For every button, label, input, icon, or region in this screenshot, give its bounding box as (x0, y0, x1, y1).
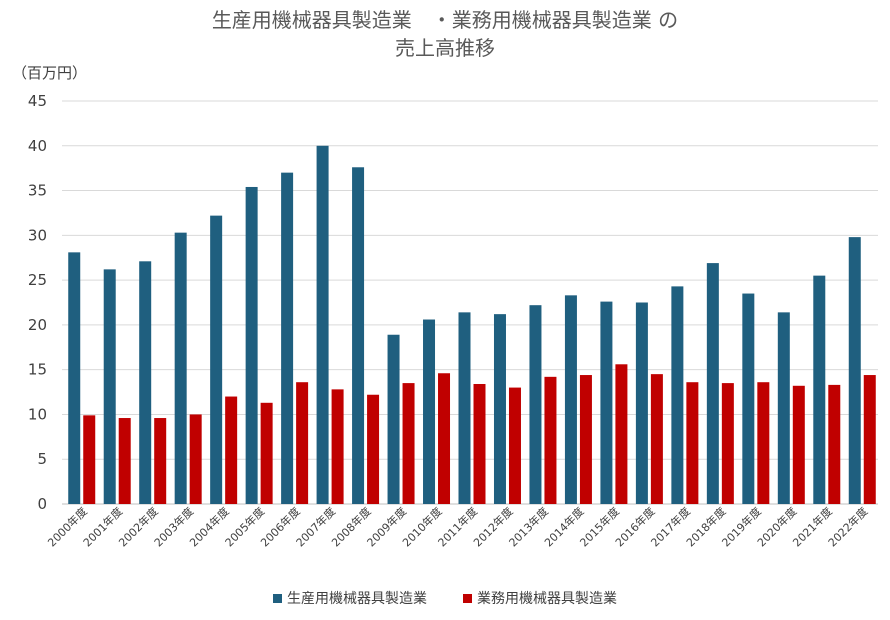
bar-series-1-2016年度 (635, 302, 648, 504)
bar-series-1-2022年度 (848, 237, 861, 504)
y-tick-label: 15 (28, 361, 47, 379)
bar-series-1-2015年度 (600, 301, 613, 504)
bar-series-2-2009年度 (402, 383, 415, 504)
bar-series-1-2004年度 (210, 215, 223, 504)
bar-series-2-2001年度 (118, 418, 131, 504)
chart-title-line2: 売上高推移 (395, 36, 495, 60)
bars (68, 145, 876, 504)
x-tick-label: 2022年度 (825, 504, 870, 549)
bar-series-2-2008年度 (367, 394, 380, 504)
bar-series-2-2006年度 (296, 382, 309, 504)
y-tick-label: 25 (28, 271, 47, 289)
bar-series-2-2003年度 (189, 414, 202, 504)
y-tick-label: 40 (28, 137, 47, 155)
legend-item-series-2: 業務用機械器具製造業 (463, 588, 617, 608)
bar-series-1-2000年度 (68, 252, 81, 504)
legend-swatch-series-2 (463, 593, 472, 603)
bar-series-2-2011年度 (473, 383, 486, 504)
bar-series-2-2013年度 (544, 376, 557, 504)
bar-series-1-2005年度 (245, 186, 258, 504)
bar-series-2-2022年度 (863, 375, 876, 504)
bar-series-1-2001年度 (103, 269, 116, 504)
bar-series-1-2002年度 (139, 261, 152, 504)
bar-series-2-2007年度 (331, 389, 344, 504)
bar-series-1-2020年度 (777, 312, 790, 504)
x-axis-ticks: 2000年度2001年度2002年度2003年度2004年度2005年度2006… (45, 504, 871, 549)
chart-title: 生産用機械器具製造業 ・業務用機械器具製造業 の 売上高推移 (0, 6, 890, 62)
bar-series-1-2019年度 (742, 293, 755, 504)
bar-series-1-2007年度 (316, 145, 329, 504)
legend-swatch-series-1 (273, 593, 282, 603)
bar-series-1-2014年度 (564, 295, 577, 504)
y-tick-label: 45 (28, 92, 47, 110)
bar-series-2-2018年度 (721, 383, 734, 504)
bar-series-2-2021年度 (828, 384, 841, 504)
bar-series-2-2004年度 (225, 396, 238, 504)
bar-series-2-2010年度 (438, 373, 451, 504)
bar-series-1-2006年度 (281, 172, 294, 504)
y-tick-label: 0 (37, 495, 47, 513)
bar-series-1-2011年度 (458, 312, 471, 504)
chart-title-line1: 生産用機械器具製造業 ・業務用機械器具製造業 の (211, 8, 679, 32)
y-tick-label: 10 (28, 405, 47, 423)
bar-series-2-2012年度 (508, 387, 521, 504)
legend-item-series-1: 生産用機械器具製造業 (273, 588, 427, 608)
bar-series-1-2012年度 (493, 314, 506, 504)
bar-series-2-2014年度 (579, 375, 592, 504)
bar-series-2-2019年度 (757, 382, 770, 504)
y-axis-ticks: 0 5 10 15 20 25 30 35 40 45 (28, 92, 47, 513)
bar-series-2-2016年度 (650, 374, 663, 504)
bar-series-1-2013年度 (529, 305, 542, 504)
bar-series-1-2003年度 (174, 232, 187, 504)
bar-series-2-2015年度 (615, 364, 628, 504)
bar-series-2-2017年度 (686, 382, 699, 504)
y-tick-label: 35 (28, 182, 47, 200)
legend-label-series-1: 生産用機械器具製造業 (287, 591, 427, 607)
bar-series-1-2008年度 (352, 167, 365, 504)
bar-series-2-2002年度 (154, 418, 167, 504)
bar-series-1-2010年度 (423, 319, 436, 504)
bar-series-1-2009年度 (387, 334, 400, 504)
bar-series-1-2017年度 (671, 286, 684, 504)
legend: 生産用機械器具製造業 業務用機械器具製造業 (0, 588, 890, 608)
y-unit-label: （百万円） (12, 64, 88, 82)
y-tick-label: 20 (28, 316, 47, 334)
bar-series-2-2005年度 (260, 402, 273, 504)
bar-series-1-2021年度 (813, 275, 826, 504)
y-tick-label: 5 (37, 450, 47, 468)
legend-label-series-2: 業務用機械器具製造業 (477, 591, 617, 607)
y-tick-label: 30 (28, 226, 47, 244)
bar-series-2-2020年度 (792, 385, 805, 504)
bar-series-2-2000年度 (83, 415, 96, 504)
bar-series-1-2018年度 (706, 263, 719, 504)
